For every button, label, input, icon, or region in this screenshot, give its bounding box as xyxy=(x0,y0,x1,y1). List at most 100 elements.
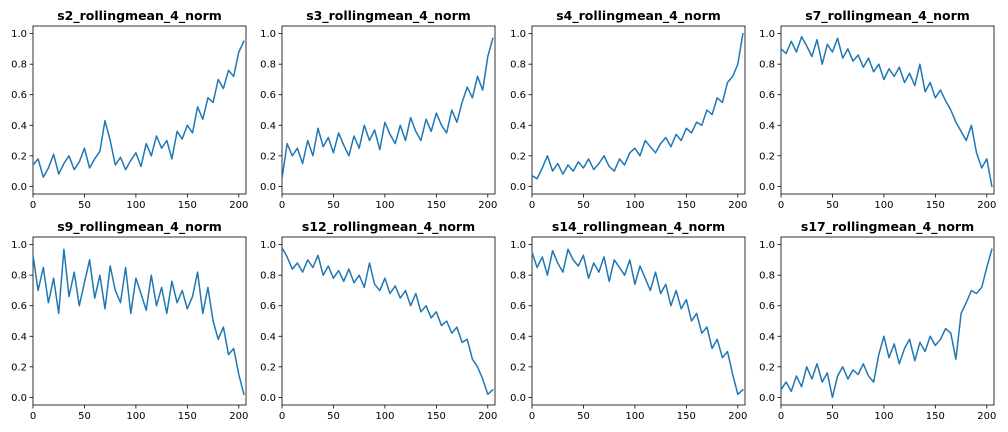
y-tick-label: 0.4 xyxy=(11,332,27,343)
y-tick-label: 0.2 xyxy=(260,362,276,373)
x-tick-label: 0 xyxy=(778,200,784,211)
y-tick-label: 0.2 xyxy=(510,151,526,162)
x-tick-label: 50 xyxy=(327,411,340,422)
x-tick-label: 50 xyxy=(826,411,839,422)
x-tick-label: 100 xyxy=(375,200,394,211)
subplot-title: s14_rollingmean_4_norm xyxy=(552,219,725,235)
x-tick-label: 100 xyxy=(375,411,394,422)
y-tick-label: 0.0 xyxy=(759,182,775,193)
x-tick-label: 200 xyxy=(229,411,248,422)
x-tick-label: 150 xyxy=(427,200,446,211)
subplot-6: s12_rollingmean_4_norm 0 50 100 150 200 0.0 0.2… xyxy=(260,219,497,422)
series-line xyxy=(281,246,494,396)
x-tick-label: 0 xyxy=(529,200,535,211)
axes-frame xyxy=(780,25,995,195)
x-tick-label: 0 xyxy=(30,411,36,422)
y-tick-label: 1.0 xyxy=(11,240,27,251)
y-tick-label: 0.0 xyxy=(11,393,27,404)
y-tick-label: 0.8 xyxy=(260,271,276,282)
y-tick-label: 0.2 xyxy=(759,362,775,373)
subplot-2: s3_rollingmean_4_norm 0 50 100 150 200 0.0 0.2 0… xyxy=(260,8,497,211)
y-tick-label: 0.8 xyxy=(510,60,526,71)
x-tick-label: 50 xyxy=(577,411,590,422)
x-tick-label: 50 xyxy=(78,411,91,422)
y-tick-label: 0.6 xyxy=(11,90,27,101)
subplot-1: s2_rollingmean_4_norm 0 50 100 150 200 0.0 0.2 0… xyxy=(11,8,248,211)
y-tick-label: 0.8 xyxy=(510,271,526,282)
y-tick-label: 1.0 xyxy=(510,240,526,251)
y-tick-label: 0.8 xyxy=(11,271,27,282)
subplot-title: s3_rollingmean_4_norm xyxy=(306,8,471,24)
x-tick-label: 100 xyxy=(126,200,145,211)
y-tick-label: 0.0 xyxy=(759,393,775,404)
axes-frame xyxy=(780,236,995,406)
x-tick-label: 50 xyxy=(78,200,91,211)
y-tick-label: 0.2 xyxy=(11,362,27,373)
x-tick-label: 150 xyxy=(926,200,945,211)
y-tick-label: 0.2 xyxy=(11,151,27,162)
y-tick-label: 0.6 xyxy=(510,301,526,312)
y-tick-label: 1.0 xyxy=(759,240,775,251)
y-tick-label: 0.2 xyxy=(510,362,526,373)
x-tick-label: 50 xyxy=(327,200,340,211)
y-tick-label: 0.6 xyxy=(260,90,276,101)
axes-frame xyxy=(281,25,496,195)
y-tick-label: 0.4 xyxy=(11,121,27,132)
x-tick-label: 200 xyxy=(728,411,747,422)
x-tick-label: 150 xyxy=(677,200,696,211)
x-tick-label: 50 xyxy=(826,200,839,211)
x-tick-label: 0 xyxy=(279,200,285,211)
subplot-7: s14_rollingmean_4_norm 0 50 100 150 200 0.0 0.2… xyxy=(510,219,747,422)
x-tick-label: 100 xyxy=(874,411,893,422)
subplot-title: s4_rollingmean_4_norm xyxy=(556,8,721,24)
y-tick-label: 0.6 xyxy=(11,301,27,312)
subplot-8: s17_rollingmean_4_norm 0 50 100 150 200 0.0 0.2… xyxy=(759,219,996,422)
y-tick-label: 0.4 xyxy=(260,332,276,343)
x-tick-label: 0 xyxy=(30,200,36,211)
series-line xyxy=(32,248,245,396)
x-tick-label: 0 xyxy=(529,411,535,422)
y-tick-label: 0.0 xyxy=(11,182,27,193)
y-tick-label: 0.6 xyxy=(759,90,775,101)
y-tick-label: 0.8 xyxy=(260,60,276,71)
x-tick-label: 50 xyxy=(577,200,590,211)
y-tick-label: 0.0 xyxy=(510,393,526,404)
x-tick-label: 150 xyxy=(427,411,446,422)
x-tick-label: 100 xyxy=(625,200,644,211)
series-line xyxy=(531,248,744,396)
x-tick-label: 200 xyxy=(478,411,497,422)
y-tick-label: 1.0 xyxy=(260,29,276,40)
y-tick-label: 0.8 xyxy=(759,60,775,71)
series-line xyxy=(531,32,744,180)
y-tick-label: 1.0 xyxy=(510,29,526,40)
y-tick-label: 0.0 xyxy=(260,182,276,193)
y-tick-label: 0.4 xyxy=(510,332,526,343)
axes-frame xyxy=(531,25,746,195)
subplot-5: s9_rollingmean_4_norm 0 50 100 150 200 0.0 0.2 0… xyxy=(11,219,248,422)
y-tick-label: 0.4 xyxy=(260,121,276,132)
x-tick-label: 200 xyxy=(977,200,996,211)
y-tick-label: 1.0 xyxy=(759,29,775,40)
x-tick-label: 200 xyxy=(977,411,996,422)
y-tick-label: 0.6 xyxy=(510,90,526,101)
y-tick-label: 0.4 xyxy=(759,332,775,343)
y-tick-label: 0.4 xyxy=(759,121,775,132)
x-tick-label: 150 xyxy=(926,411,945,422)
x-tick-label: 200 xyxy=(229,200,248,211)
y-tick-label: 0.2 xyxy=(260,151,276,162)
x-tick-label: 100 xyxy=(874,200,893,211)
y-tick-label: 0.0 xyxy=(510,182,526,193)
y-tick-label: 0.2 xyxy=(759,151,775,162)
y-tick-label: 0.6 xyxy=(759,301,775,312)
x-tick-label: 200 xyxy=(478,200,497,211)
y-tick-label: 1.0 xyxy=(11,29,27,40)
x-tick-label: 150 xyxy=(677,411,696,422)
x-tick-label: 150 xyxy=(178,200,197,211)
series-line xyxy=(780,248,993,399)
y-tick-label: 0.8 xyxy=(11,60,27,71)
x-tick-label: 150 xyxy=(178,411,197,422)
x-tick-label: 100 xyxy=(126,411,145,422)
series-line xyxy=(780,35,993,188)
series-line xyxy=(32,40,245,178)
